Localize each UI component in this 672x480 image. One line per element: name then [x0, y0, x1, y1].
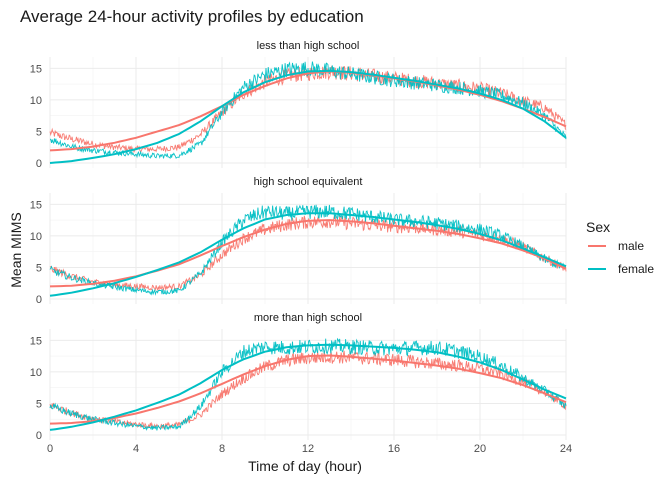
y-tick-label: 5: [36, 126, 42, 138]
y-tick-label: 0: [36, 294, 42, 306]
y-tick-label: 15: [30, 63, 42, 75]
y-tick-label: 10: [30, 231, 42, 243]
y-axis-title: Mean MIMS: [8, 212, 24, 287]
series-line-female: [49, 337, 567, 431]
y-tick-label: 0: [36, 430, 42, 442]
facet-panel: high school equivalent 0 5 10 15: [30, 176, 567, 306]
x-tick-label: 0: [47, 443, 53, 455]
legend-title: Sex: [586, 219, 610, 235]
y-tick-label: 10: [30, 95, 42, 107]
smooth-line-male: [49, 354, 567, 425]
legend: Sex male female: [586, 219, 654, 276]
x-axis: 0 4 8 12 16 20 24: [47, 443, 572, 455]
facet-panel: more than high school 0 5 10 15: [30, 312, 567, 442]
smooth-line-male: [49, 70, 567, 152]
chart-title: Average 24-hour activity profiles by edu…: [20, 7, 364, 26]
x-tick-label: 8: [219, 443, 225, 455]
y-tick-label: 5: [36, 398, 42, 410]
smooth-line-female: [49, 212, 567, 297]
x-tick-label: 4: [133, 443, 139, 455]
x-tick-label: 12: [302, 443, 314, 455]
x-tick-label: 16: [388, 443, 400, 455]
facet-strip-label: high school equivalent: [254, 176, 363, 188]
x-axis-title: Time of day (hour): [248, 458, 362, 474]
smooth-line-female: [49, 343, 567, 431]
y-tick-label: 15: [30, 199, 42, 211]
facet-strip-label: more than high school: [254, 312, 362, 324]
y-tick-label: 10: [30, 367, 42, 379]
x-tick-label: 20: [474, 443, 486, 455]
y-tick-label: 15: [30, 335, 42, 347]
series-line-female: [49, 61, 567, 159]
smooth-line-female: [49, 69, 567, 164]
y-tick-label: 5: [36, 262, 42, 274]
legend-label-female: female: [618, 262, 654, 276]
facet-strip-label: less than high school: [257, 40, 360, 52]
facet-panel: less than high school 0 5 10 15: [30, 40, 567, 170]
legend-label-male: male: [618, 239, 644, 253]
series-line-female: [49, 204, 566, 296]
y-tick-label: 0: [36, 158, 42, 170]
x-tick-label: 24: [560, 443, 572, 455]
